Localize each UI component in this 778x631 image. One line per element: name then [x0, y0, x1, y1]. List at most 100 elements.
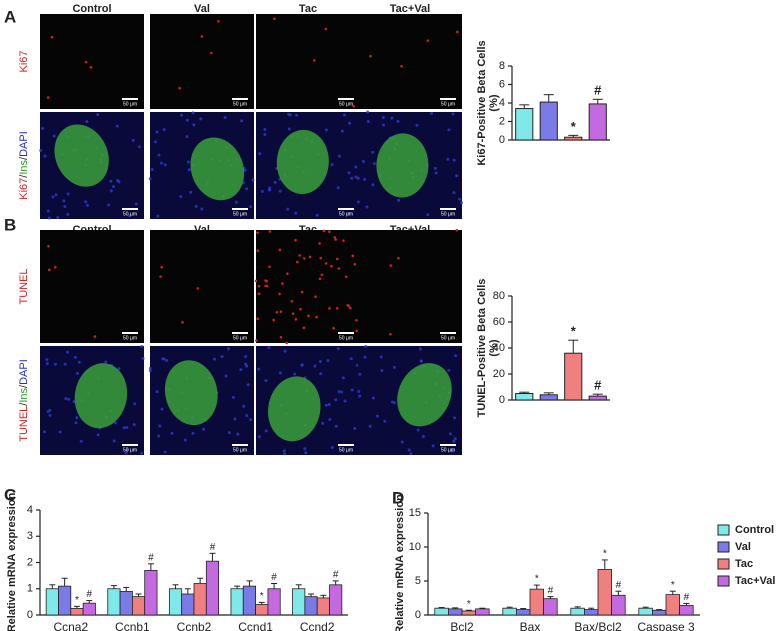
nucleus [122, 426, 126, 430]
signal [53, 265, 57, 269]
nucleus [213, 357, 217, 361]
nucleus [313, 364, 317, 368]
scale-bar-label: 50 μm [123, 211, 137, 217]
signal [328, 307, 331, 310]
bar [304, 596, 318, 616]
nucleus [199, 117, 203, 121]
nucleus [453, 437, 457, 441]
y-tick-label: 6 [499, 78, 505, 90]
signal [200, 35, 204, 38]
nucleus [107, 203, 111, 207]
column-header: Tac+Val [390, 3, 430, 15]
signal [273, 17, 276, 21]
nucleus [240, 119, 244, 123]
signal [50, 35, 54, 39]
signal [335, 307, 339, 310]
nucleus [288, 113, 292, 117]
row-label: Ki67/Ins/DAPI [18, 131, 30, 200]
nucleus [249, 205, 253, 209]
bar [516, 609, 531, 616]
nucleus [380, 369, 384, 373]
signal [196, 287, 200, 290]
nucleus [156, 214, 160, 218]
signal [278, 292, 281, 296]
nucleus [58, 430, 62, 434]
nucleus [63, 205, 67, 209]
nucleus [242, 404, 246, 408]
islet [74, 363, 128, 429]
nucleus [185, 135, 189, 139]
nucleus [163, 163, 167, 167]
nucleus [133, 402, 137, 406]
signal [389, 332, 392, 336]
legend-label: Tac+Val [735, 575, 775, 587]
bar [461, 610, 477, 616]
nucleus [349, 357, 353, 361]
nucleus [244, 355, 248, 359]
nucleus [239, 368, 243, 372]
bar [515, 108, 534, 141]
legend-swatch [717, 558, 730, 570]
nucleus [433, 166, 437, 170]
nucleus [264, 429, 268, 433]
legend-label: Control [735, 524, 774, 536]
bar [242, 585, 256, 616]
signal [275, 310, 279, 314]
signal [209, 51, 213, 55]
nucleus [419, 359, 423, 363]
x-tick-label: Ccnd1 [238, 620, 273, 631]
nucleus [183, 438, 187, 442]
signal [308, 255, 312, 259]
nucleus [315, 213, 319, 217]
signal [93, 335, 97, 338]
y-tick-label: 1 [27, 583, 33, 595]
scale-bar-label: 50 μm [339, 447, 353, 453]
nucleus [243, 168, 247, 172]
micrograph [256, 14, 360, 109]
nucleus [134, 202, 138, 206]
nucleus [125, 425, 129, 429]
nucleus [140, 451, 144, 455]
signal [217, 19, 220, 23]
label-part: / [18, 156, 30, 160]
x-tick-label: Caspase 3 [637, 620, 695, 631]
nucleus [330, 446, 334, 450]
nucleus [263, 133, 267, 137]
nucleus [132, 423, 136, 427]
nucleus [452, 158, 456, 162]
nucleus [430, 111, 434, 115]
nucleus [337, 154, 341, 158]
signal [327, 230, 331, 233]
nucleus [77, 360, 81, 364]
nucleus [66, 212, 70, 216]
nucleus [283, 349, 287, 353]
bar [329, 584, 343, 616]
nucleus [162, 128, 166, 132]
nucleus [137, 145, 141, 149]
nucleus [116, 179, 120, 183]
nucleus [155, 390, 159, 394]
nucleus [426, 213, 430, 217]
label-part: DAPI [18, 131, 30, 157]
nucleus [220, 355, 224, 359]
bar [131, 596, 146, 616]
nucleus [294, 211, 298, 215]
nucleus [46, 209, 50, 213]
significance-mark: # [594, 378, 602, 393]
signal [286, 272, 289, 275]
bar [45, 588, 59, 616]
nucleus [327, 402, 331, 406]
nucleus [337, 390, 341, 394]
signal [335, 257, 339, 261]
nucleus [56, 215, 60, 219]
nucleus [73, 355, 77, 359]
scale-bar-label: 50 μm [339, 211, 353, 217]
nucleus [324, 403, 328, 407]
panel-label: B [4, 215, 16, 234]
nucleus [231, 395, 235, 399]
bar [652, 609, 667, 616]
nucleus [224, 374, 228, 378]
significance-mark: # [594, 83, 602, 98]
nucleus [319, 372, 323, 376]
nucleus [452, 439, 456, 443]
